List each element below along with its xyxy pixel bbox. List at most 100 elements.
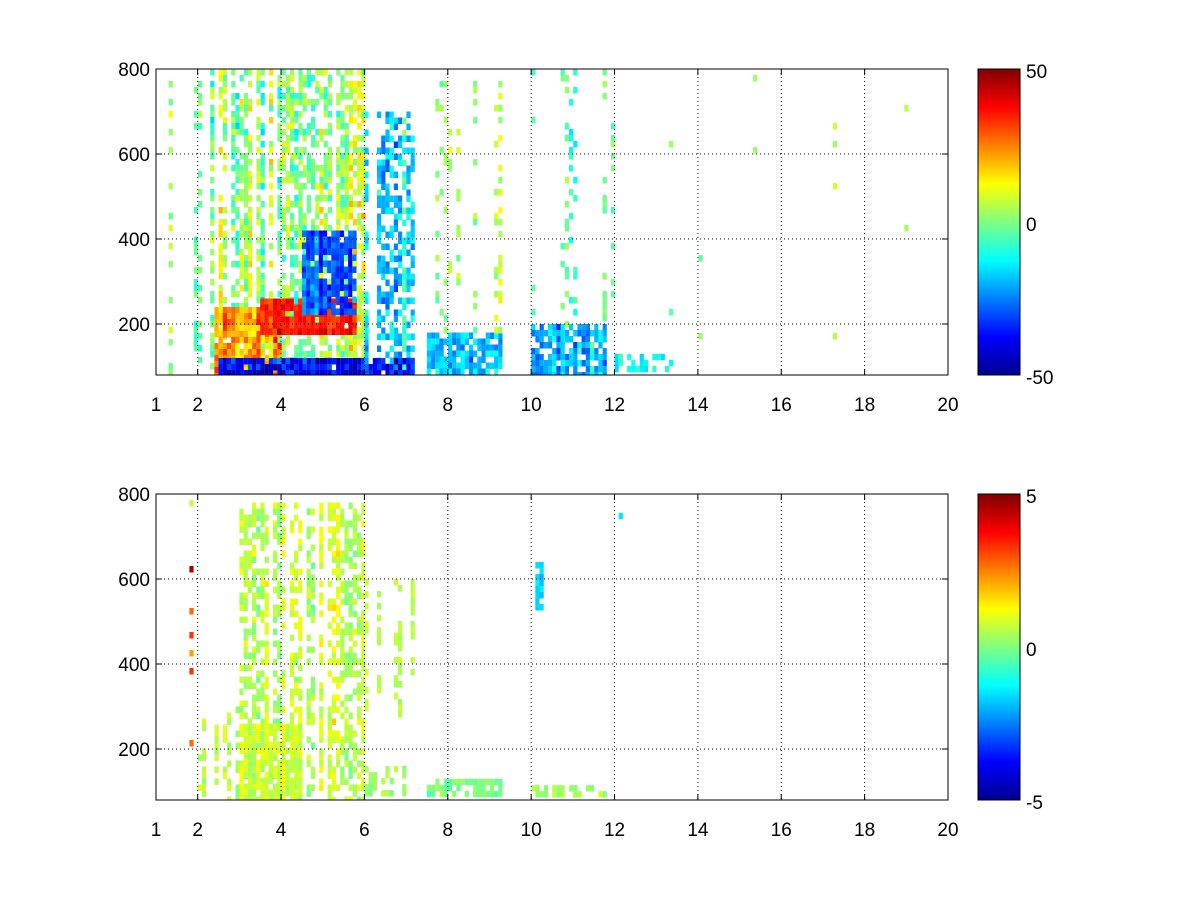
top-heatmap-cell bbox=[602, 273, 607, 280]
top-heatmap-cell bbox=[269, 105, 274, 112]
bot-heatmap-cell bbox=[281, 771, 286, 778]
bot-heatmap-cell bbox=[331, 676, 336, 683]
top-heatmap-cell bbox=[398, 249, 403, 256]
bot-heatmap-cell bbox=[298, 526, 303, 533]
bot-heatmap-cell bbox=[243, 682, 248, 689]
bot-heatmap-cell bbox=[243, 759, 248, 766]
top-heatmap-cell bbox=[832, 183, 838, 190]
top-heatmap-cell bbox=[564, 87, 569, 94]
top-heatmap-cell bbox=[381, 364, 386, 371]
bot-x-tick-label: 12 bbox=[604, 820, 625, 841]
top-heatmap-cell bbox=[385, 291, 390, 298]
top-heatmap-cell bbox=[590, 372, 595, 375]
top-heatmap-cell bbox=[269, 291, 274, 298]
top-heatmap-cell bbox=[340, 333, 345, 340]
top-heatmap-cell bbox=[585, 342, 590, 349]
top-heatmap-cell bbox=[260, 316, 265, 323]
top-heatmap-cell bbox=[256, 370, 261, 375]
bot-heatmap-cell bbox=[201, 748, 207, 755]
top-heatmap-cell bbox=[248, 81, 253, 88]
bot-heatmap-cell bbox=[289, 765, 294, 772]
bot-heatmap-cell bbox=[319, 544, 324, 551]
top-heatmap-cell bbox=[594, 324, 599, 331]
top-heatmap-cell bbox=[248, 213, 253, 220]
top-heatmap-cell bbox=[344, 207, 349, 214]
top-heatmap-cell bbox=[352, 308, 357, 315]
top-heatmap-cell bbox=[314, 302, 319, 309]
top-heatmap-cell bbox=[298, 81, 303, 88]
top-heatmap-cell bbox=[564, 336, 569, 343]
top-heatmap-cell bbox=[306, 308, 311, 315]
bot-heatmap-cell bbox=[319, 532, 324, 539]
top-heatmap-cell bbox=[256, 75, 261, 82]
top-heatmap-cell bbox=[443, 338, 448, 345]
bot-heatmap-cell bbox=[348, 604, 353, 611]
bot-heatmap-cell bbox=[264, 735, 269, 742]
bot-heatmap-cell bbox=[243, 592, 248, 599]
bot-heatmap-cell bbox=[364, 699, 369, 706]
bot-heatmap-cell bbox=[256, 783, 261, 790]
top-heatmap-cell bbox=[344, 358, 349, 365]
top-heatmap-cell bbox=[327, 99, 332, 106]
bot-heatmap-cell bbox=[327, 598, 332, 605]
top-heatmap-cell bbox=[618, 353, 623, 361]
top-heatmap-cell bbox=[277, 249, 282, 256]
bot-heatmap-cell bbox=[393, 675, 398, 682]
top-heatmap-cell bbox=[364, 345, 369, 352]
top-heatmap-cell bbox=[340, 135, 345, 142]
top-heatmap-cell bbox=[290, 171, 295, 178]
top-heatmap-cell bbox=[348, 302, 353, 309]
top-heatmap-cell bbox=[352, 296, 357, 303]
bot-heatmap-cell bbox=[398, 699, 403, 706]
top-heatmap-cell bbox=[473, 87, 478, 94]
top-heatmap-cell bbox=[290, 129, 295, 136]
top-heatmap-cell bbox=[218, 313, 223, 320]
top-heatmap-cell bbox=[277, 310, 282, 317]
top-heatmap-cell bbox=[635, 365, 640, 373]
top-heatmap-cell bbox=[348, 93, 353, 100]
top-heatmap-cell bbox=[344, 225, 349, 232]
bot-heatmap-cell bbox=[310, 676, 315, 683]
top-heatmap-cell bbox=[210, 123, 215, 130]
top-heatmap-cell bbox=[336, 195, 341, 202]
top-heatmap-cell bbox=[298, 261, 303, 268]
bot-heatmap-cell bbox=[327, 544, 332, 551]
top-x-tick-label: 16 bbox=[771, 395, 792, 416]
top-heatmap-cell bbox=[377, 255, 382, 262]
bot-heatmap-cell bbox=[340, 508, 345, 515]
top-heatmap-cell bbox=[311, 225, 316, 232]
top-heatmap-cell bbox=[218, 195, 223, 202]
bot-heatmap-cell bbox=[277, 640, 282, 647]
top-heatmap-cell bbox=[564, 372, 569, 375]
top-heatmap-cell bbox=[214, 355, 219, 362]
bot-heatmap-cell bbox=[447, 784, 453, 792]
top-heatmap-cell bbox=[602, 336, 607, 343]
top-heatmap-cell bbox=[218, 297, 223, 304]
bot-heatmap-cell bbox=[331, 658, 336, 665]
bot-heatmap-cell bbox=[277, 586, 282, 593]
top-heatmap-cell bbox=[344, 279, 349, 286]
top-heatmap-cell bbox=[381, 159, 386, 166]
bot-heatmap-cell bbox=[352, 670, 357, 677]
bot-heatmap-cell bbox=[361, 760, 366, 767]
top-heatmap-cell bbox=[443, 207, 448, 214]
top-heatmap-cell bbox=[218, 273, 223, 280]
top-heatmap-cell bbox=[402, 129, 407, 136]
top-heatmap-cell bbox=[331, 260, 336, 267]
top-heatmap-cell bbox=[315, 201, 320, 208]
top-heatmap-cell bbox=[210, 165, 215, 172]
top-heatmap-cell bbox=[348, 159, 353, 166]
top-heatmap-cell bbox=[315, 99, 320, 106]
top-heatmap-cell bbox=[602, 93, 607, 100]
top-heatmap-cell bbox=[344, 153, 349, 160]
top-heatmap-cell bbox=[306, 153, 311, 160]
bot-heatmap-cell bbox=[239, 777, 244, 784]
bot-heatmap-cell bbox=[398, 633, 403, 640]
top-heatmap-cell bbox=[243, 313, 248, 320]
top-heatmap-cell bbox=[611, 165, 616, 172]
top-heatmap-cell bbox=[294, 171, 299, 178]
bot-heatmap-cell bbox=[361, 508, 366, 515]
top-heatmap-cell bbox=[198, 357, 203, 364]
top-heatmap-cell bbox=[353, 159, 358, 166]
top-heatmap-cell bbox=[614, 365, 619, 373]
